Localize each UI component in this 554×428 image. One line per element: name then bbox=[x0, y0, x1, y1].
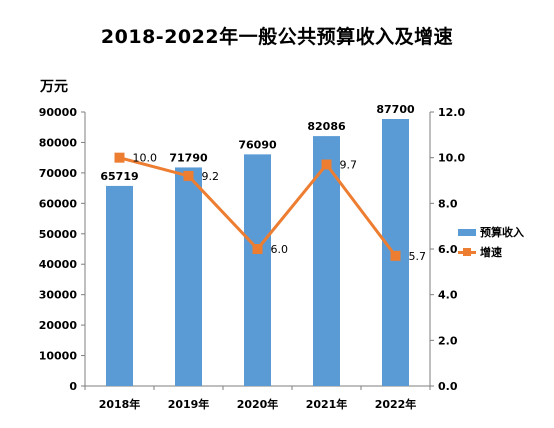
growth-marker bbox=[321, 159, 332, 170]
bar-data-label: 76090 bbox=[238, 138, 277, 151]
y-left-tick-label: 10000 bbox=[39, 350, 78, 363]
growth-data-label: 9.7 bbox=[340, 159, 358, 172]
growth-marker bbox=[252, 244, 263, 254]
x-tick-label: 2018年 bbox=[99, 397, 141, 411]
y-right-tick-label: 4.0 bbox=[438, 289, 458, 302]
bar-data-label: 87700 bbox=[376, 103, 415, 116]
growth-marker bbox=[183, 170, 194, 181]
y-left-tick-label: 80000 bbox=[39, 136, 78, 149]
y-right-tick-label: 12.0 bbox=[438, 106, 465, 119]
legend-label-growth: 增速 bbox=[480, 246, 502, 259]
bar-data-label: 65719 bbox=[100, 170, 138, 183]
legend: 预算收入 增速 bbox=[458, 222, 524, 262]
y-axis-unit-label: 万元 bbox=[40, 79, 68, 95]
y-right-tick-label: 6.0 bbox=[438, 243, 458, 256]
y-left-tick-label: 60000 bbox=[39, 197, 78, 210]
legend-item-growth: 增速 bbox=[458, 242, 524, 262]
legend-swatch-line bbox=[458, 248, 476, 256]
growth-marker bbox=[114, 152, 125, 163]
growth-data-label: 5.7 bbox=[409, 250, 427, 263]
bar bbox=[244, 154, 271, 386]
legend-label-revenue: 预算收入 bbox=[480, 226, 524, 239]
growth-data-label: 10.0 bbox=[133, 152, 158, 165]
growth-marker bbox=[390, 250, 401, 261]
bar bbox=[313, 136, 340, 386]
y-left-tick-label: 50000 bbox=[39, 228, 78, 241]
y-right-tick-label: 0.0 bbox=[438, 380, 458, 393]
bar-data-label: 71790 bbox=[169, 151, 208, 164]
y-right-tick-label: 10.0 bbox=[438, 152, 465, 165]
bar-data-label: 82086 bbox=[307, 120, 346, 133]
y-left-tick-label: 40000 bbox=[39, 258, 78, 271]
y-left-tick-label: 20000 bbox=[39, 319, 78, 332]
x-tick-label: 2022年 bbox=[375, 397, 417, 411]
y-left-tick-label: 30000 bbox=[39, 289, 78, 302]
legend-item-revenue: 预算收入 bbox=[458, 222, 524, 242]
growth-data-label: 6.0 bbox=[271, 243, 289, 256]
y-left-tick-label: 90000 bbox=[39, 106, 78, 119]
y-left-tick-label: 70000 bbox=[39, 167, 78, 180]
y-right-tick-label: 8.0 bbox=[438, 197, 458, 210]
x-tick-label: 2021年 bbox=[306, 397, 348, 411]
growth-data-label: 9.2 bbox=[202, 170, 220, 183]
y-left-tick-label: 0 bbox=[69, 380, 77, 393]
bar bbox=[175, 167, 202, 386]
x-tick-label: 2019年 bbox=[168, 397, 210, 411]
chart-title: 2018-2022年一般公共预算收入及增速 bbox=[100, 26, 454, 48]
legend-swatch-bar bbox=[458, 228, 476, 236]
y-right-tick-label: 2.0 bbox=[438, 334, 458, 347]
bar bbox=[106, 185, 133, 386]
x-tick-label: 2020年 bbox=[237, 397, 279, 411]
